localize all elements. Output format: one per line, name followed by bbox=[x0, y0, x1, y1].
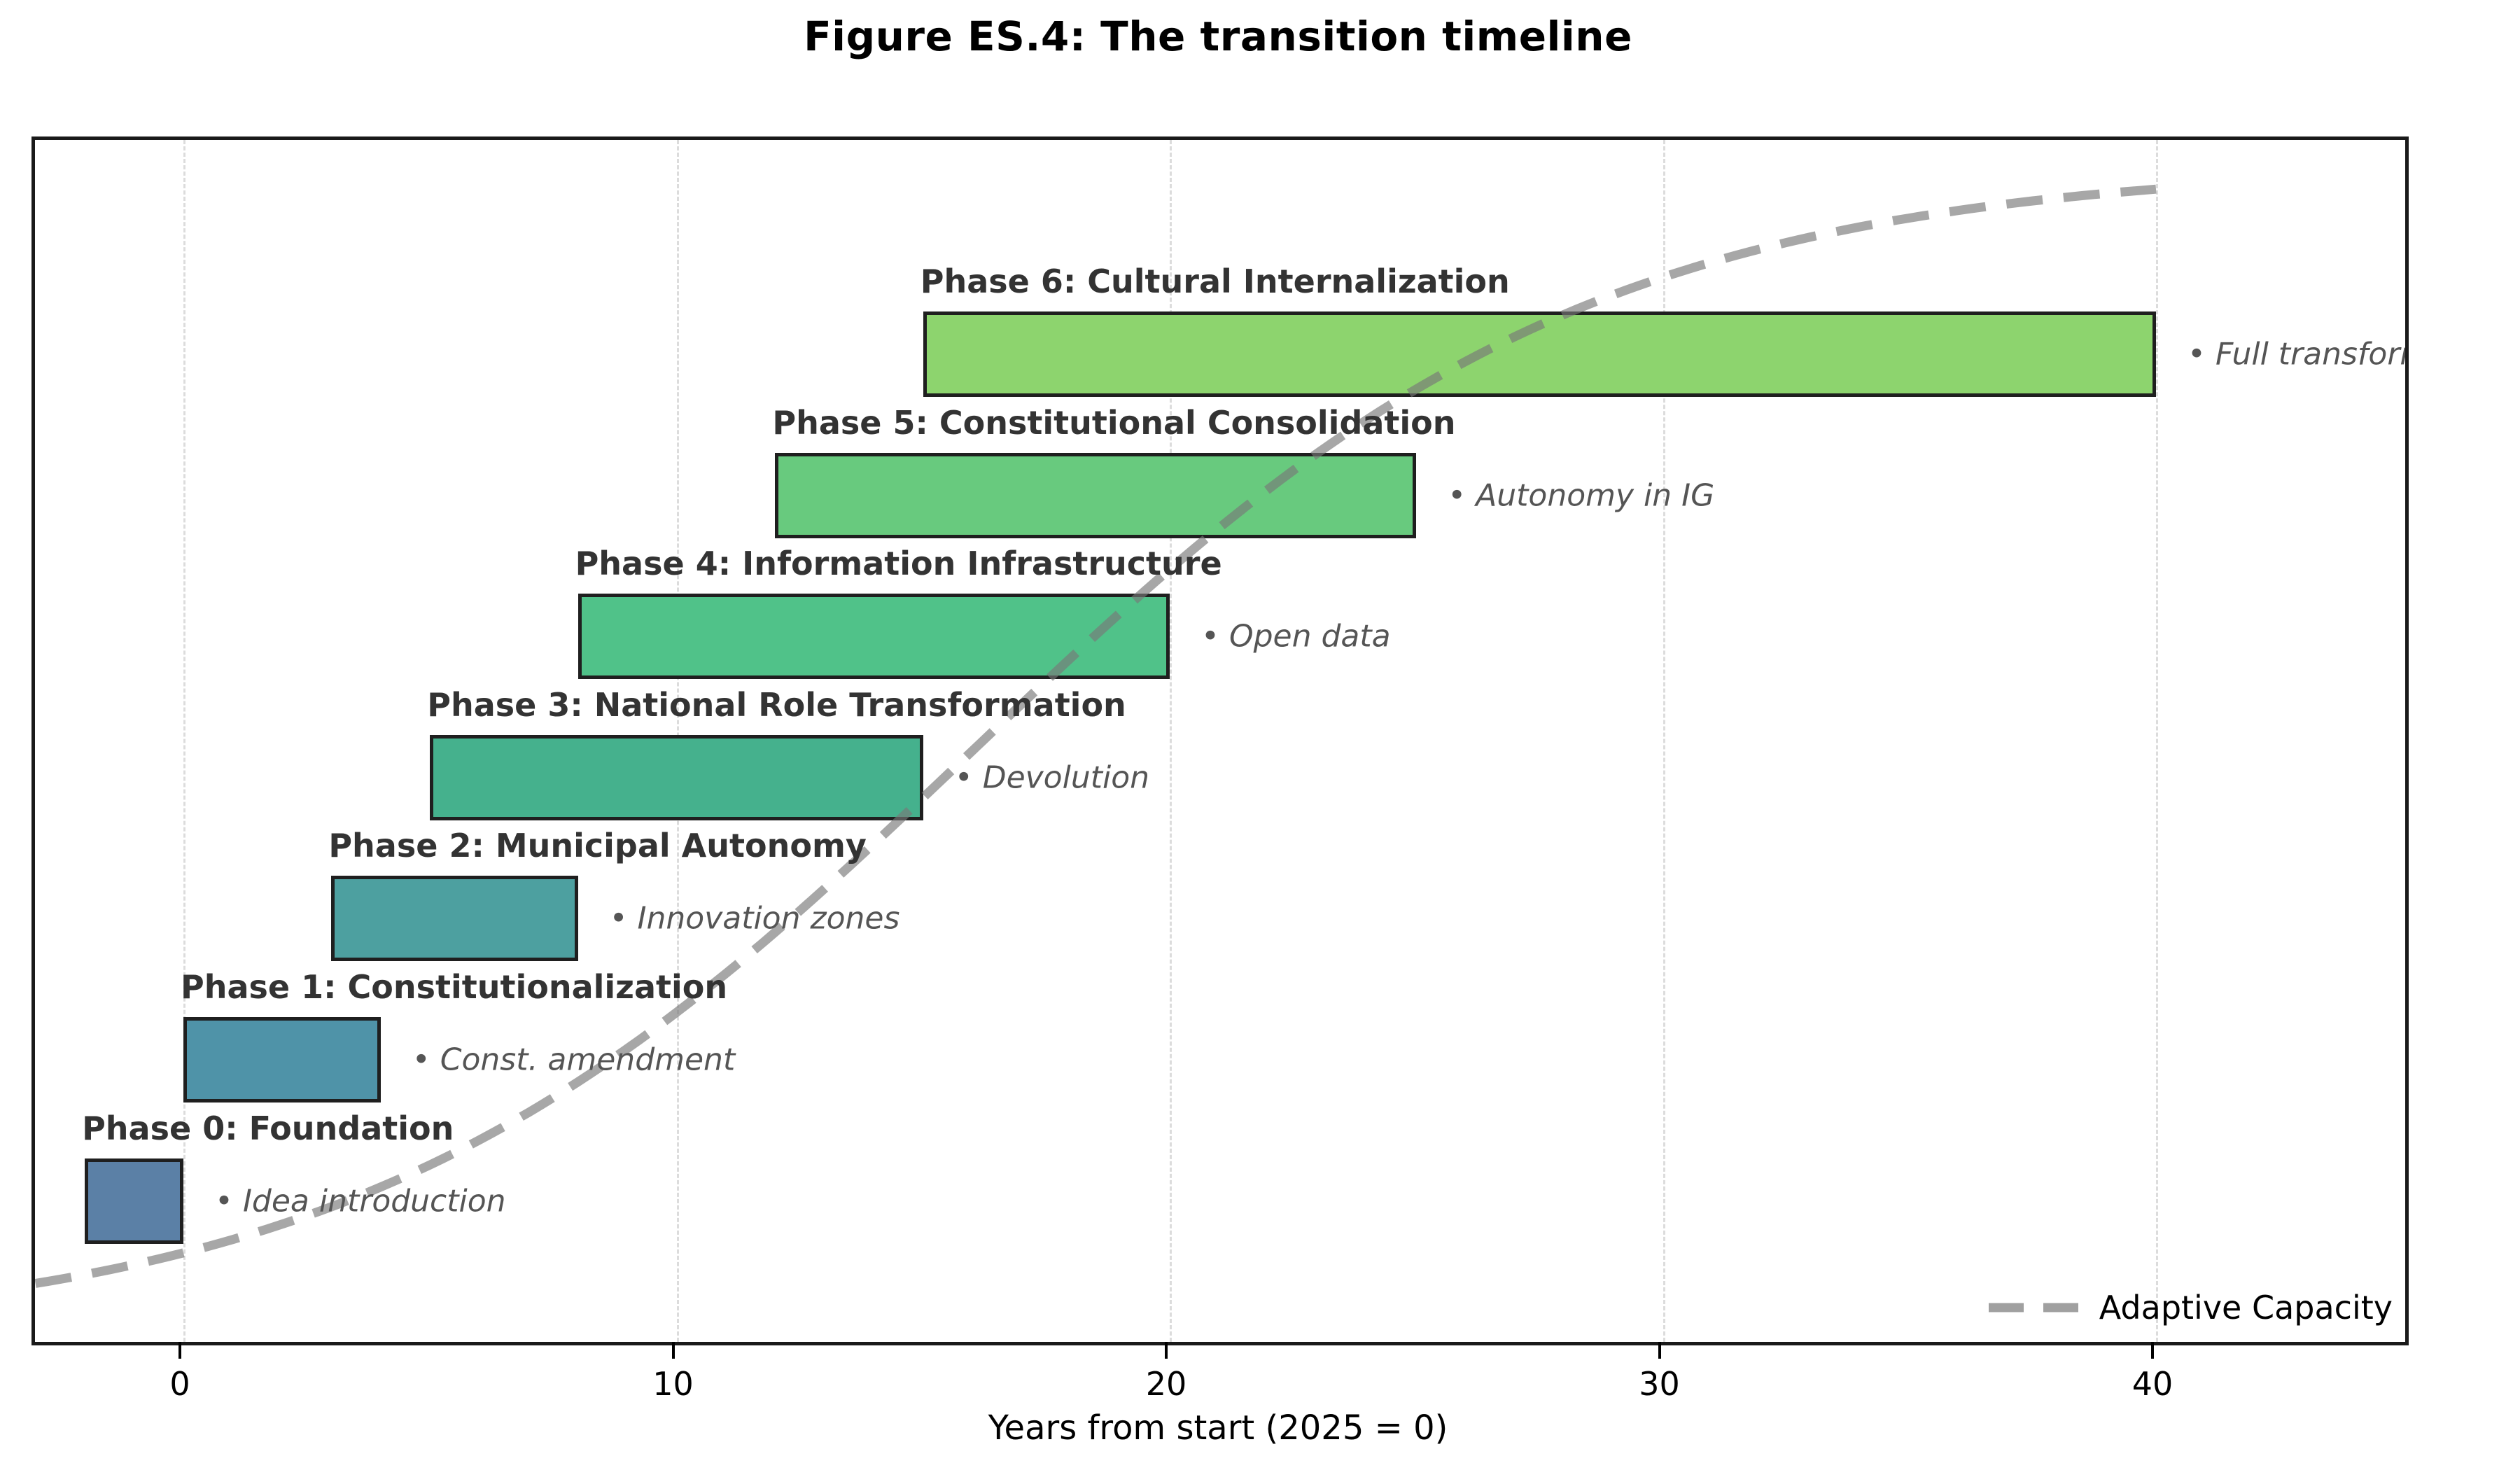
phase-label-2: Phase 2: Municipal Autonomy bbox=[328, 827, 867, 865]
phase-annotation-4: • Open data bbox=[1201, 618, 1391, 654]
legend: Adaptive Capacity bbox=[1988, 1289, 2393, 1326]
legend-item-label: Adaptive Capacity bbox=[2099, 1289, 2393, 1326]
gridline-year-0 bbox=[183, 140, 186, 1342]
x-axis-label: Years from start (2025 = 0) bbox=[988, 1408, 1448, 1448]
legend-dashed-line-sample bbox=[1988, 1303, 2080, 1312]
phase-label-6: Phase 6: Cultural Internalization bbox=[920, 262, 1510, 300]
phase-annotation-1: • Const. amendment bbox=[412, 1042, 736, 1078]
phase-annotation-0: • Idea introduction bbox=[215, 1183, 506, 1219]
plot-area: Phase 0: Foundation • Idea introduction Ph… bbox=[31, 136, 2409, 1345]
phase-bar-0 bbox=[85, 1158, 183, 1244]
xtick-mark-10 bbox=[671, 1342, 675, 1359]
phase-annotation-5: • Autonomy in IG bbox=[1448, 477, 1715, 514]
phase-bar-2 bbox=[331, 876, 578, 962]
phase-label-0: Phase 0: Foundation bbox=[82, 1109, 454, 1147]
xtick-mark-20 bbox=[1165, 1342, 1168, 1359]
xtick-label-40: 40 bbox=[2132, 1365, 2174, 1403]
xtick-label-20: 20 bbox=[1145, 1365, 1187, 1403]
xtick-label-0: 0 bbox=[169, 1365, 190, 1403]
phase-label-5: Phase 5: Constitutional Consolidation bbox=[772, 403, 1456, 442]
xtick-label-30: 30 bbox=[1639, 1365, 1680, 1403]
xtick-mark-30 bbox=[1658, 1342, 1661, 1359]
phase-annotation-2: • Innovation zones bbox=[609, 900, 900, 937]
xtick-label-10: 10 bbox=[652, 1365, 694, 1403]
phase-label-1: Phase 1: Constitutionalization bbox=[181, 968, 728, 1006]
phase-bar-4 bbox=[578, 594, 1170, 680]
phase-label-4: Phase 4: Information Infrastructure bbox=[575, 545, 1222, 583]
phase-bar-5 bbox=[775, 452, 1417, 538]
phase-bar-3 bbox=[430, 734, 923, 820]
phase-label-3: Phase 3: National Role Transformation bbox=[427, 685, 1126, 724]
gridline-year-40 bbox=[2156, 140, 2158, 1342]
phase-annotation-6: • Full transformation bbox=[2188, 336, 2405, 372]
phase-annotation-3: • Devolution bbox=[954, 760, 1149, 796]
xtick-mark-0 bbox=[178, 1342, 181, 1359]
xtick-mark-40 bbox=[2151, 1342, 2154, 1359]
phase-bar-1 bbox=[183, 1017, 381, 1102]
figure-title: Figure ES.4: The transition timeline bbox=[804, 13, 1632, 60]
phase-bar-6 bbox=[923, 312, 2156, 397]
